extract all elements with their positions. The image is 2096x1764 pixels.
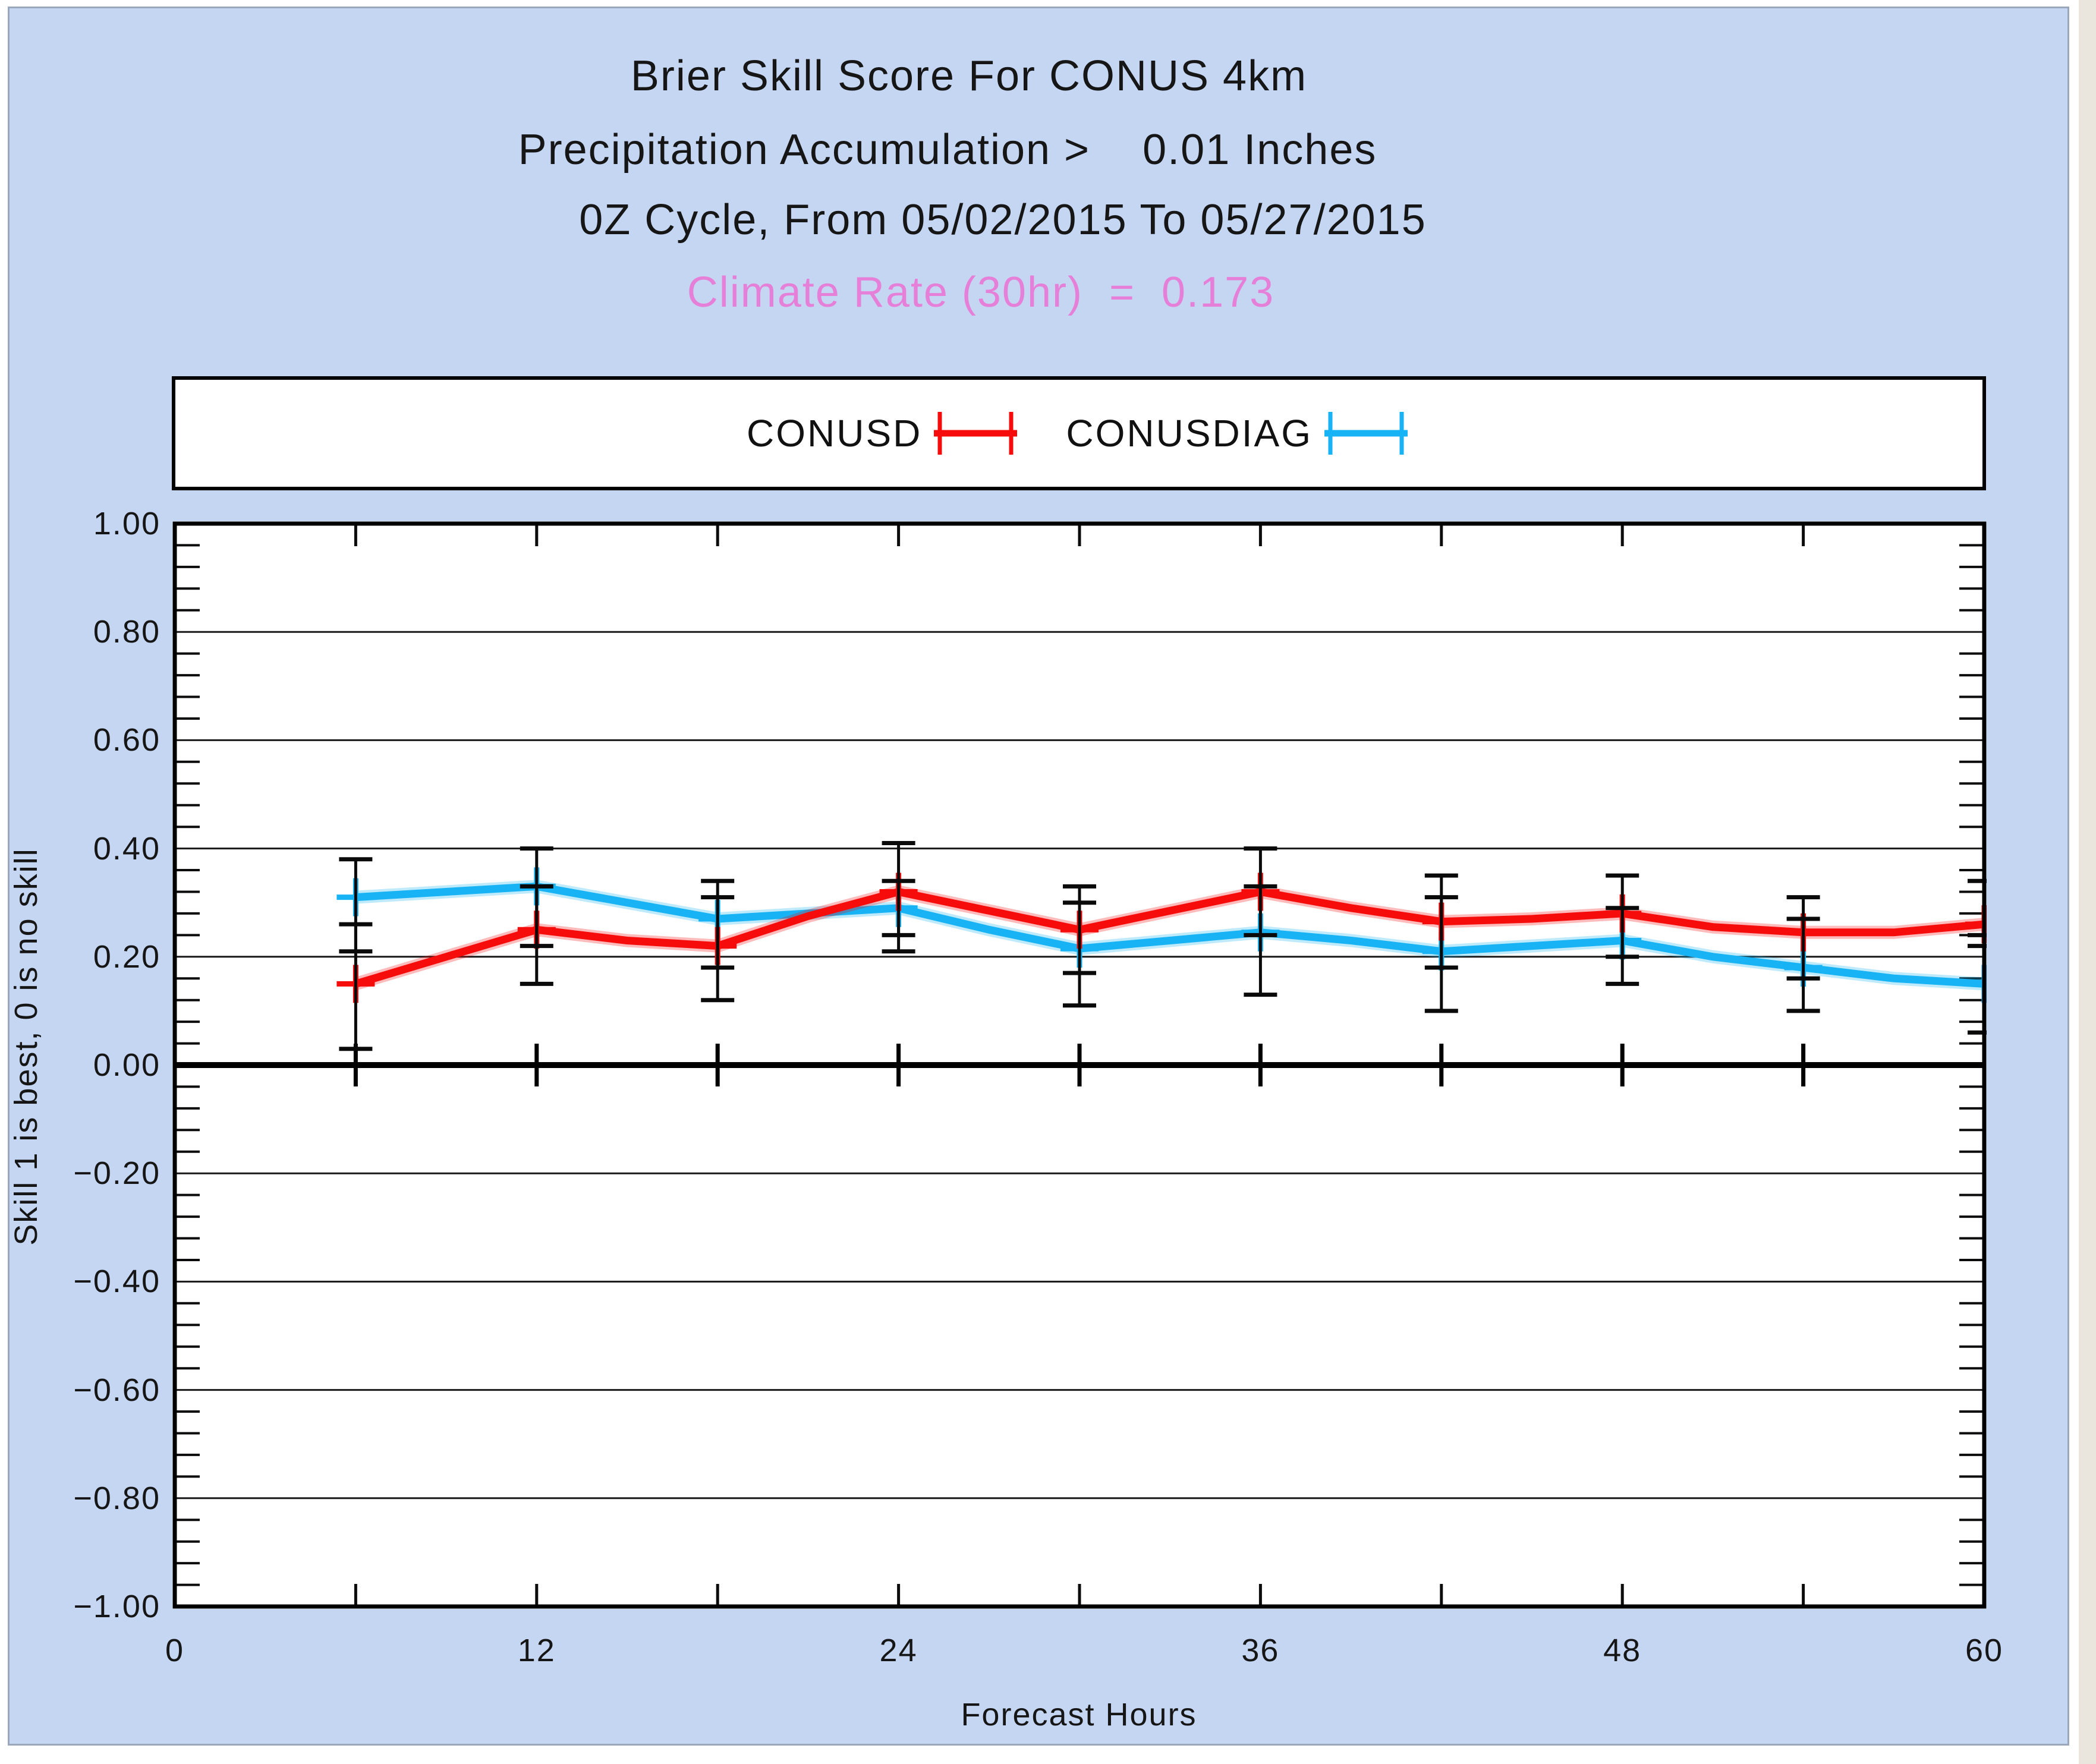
x-tick-label: 48 (1603, 1633, 1642, 1668)
y-tick-label: −0.60 (73, 1372, 160, 1408)
legend-error-bar-line-icon (934, 412, 1018, 455)
y-tick-label: 0.80 (93, 614, 160, 650)
chart-subtitle-cycle: 0Z Cycle, From 05/02/2015 To 05/27/2015 (579, 196, 1427, 244)
y-tick-label: −0.40 (73, 1264, 160, 1300)
legend-error-bar-line-icon (1324, 412, 1408, 455)
x-tick-label: 0 (165, 1633, 185, 1668)
chart-canvas (172, 521, 2003, 1609)
y-tick-label: 0.40 (93, 830, 160, 867)
y-tick-label: 1.00 (93, 506, 160, 541)
legend: CONUSD CONUSDIAG (172, 376, 1986, 490)
legend-entry-conusd: CONUSD (747, 406, 1021, 461)
x-tick-label: 24 (879, 1633, 918, 1668)
x-axis-title: Forecast Hours (961, 1697, 1197, 1732)
legend-label: CONUSD (747, 412, 923, 455)
x-tick-label: 36 (1241, 1633, 1280, 1668)
y-tick-label: −0.20 (73, 1155, 160, 1192)
y-axis-title: Skill 1 is best, 0 is no skill (8, 848, 44, 1246)
x-tick-label: 12 (517, 1633, 556, 1668)
x-tick-label: 60 (1965, 1633, 2004, 1668)
legend-label: CONUSDIAG (1066, 412, 1313, 455)
plot-area (172, 521, 2003, 1609)
y-tick-label: −1.00 (73, 1589, 160, 1624)
chart-title: Brier Skill Score For CONUS 4km (630, 52, 1308, 100)
y-tick-label: 0.20 (93, 938, 160, 975)
y-tick-label: 0.60 (93, 722, 160, 758)
y-tick-label: −0.80 (73, 1480, 160, 1516)
chart-subtitle-threshold: Precipitation Accumulation > 0.01 Inches (518, 126, 1377, 174)
legend-entry-conusdiag: CONUSDIAG (1066, 406, 1411, 461)
window-edge-strip (2079, 0, 2096, 1764)
y-tick-label: 0.00 (93, 1047, 160, 1083)
climate-rate-annotation: Climate Rate (30hr) = 0.173 (687, 269, 1275, 316)
